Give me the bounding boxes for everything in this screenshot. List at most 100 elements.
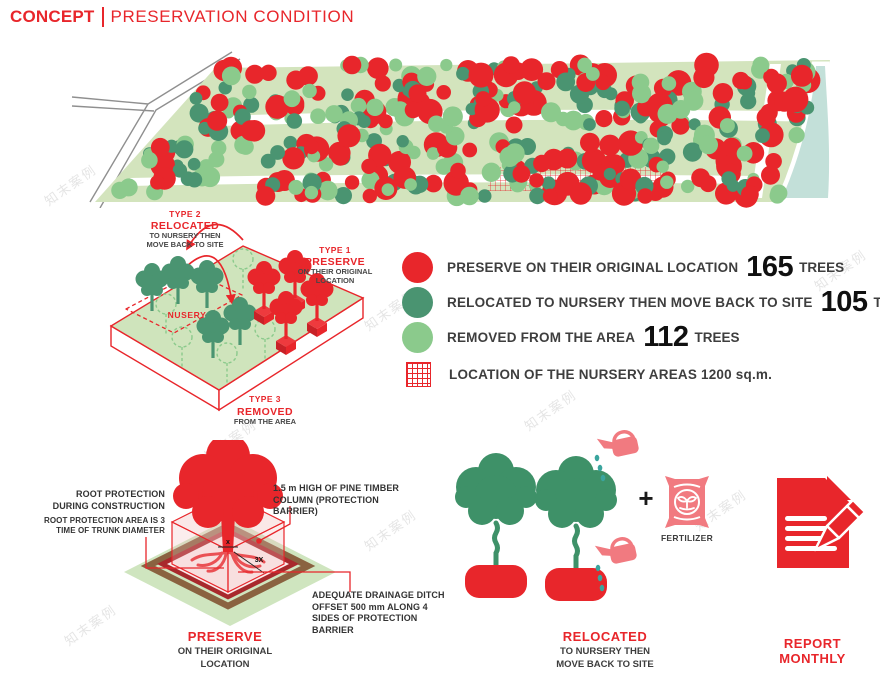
tree-dot	[790, 64, 813, 87]
watering-can-icon	[594, 427, 642, 462]
tree-dot	[175, 140, 194, 159]
plus-sign: +	[638, 483, 653, 513]
tree-dot	[505, 116, 523, 134]
tree-dot	[765, 153, 782, 170]
tree-dot	[318, 180, 338, 201]
tree-dot	[475, 91, 491, 107]
tree-dot	[603, 167, 616, 181]
tree-dot	[334, 187, 352, 205]
removed-swatch	[402, 321, 433, 353]
tree-dot	[529, 173, 544, 188]
tree-dot	[477, 189, 492, 203]
tree-dot	[442, 106, 463, 127]
tree-dot	[726, 179, 740, 192]
tree-dot	[468, 62, 494, 88]
nursery-grid-icon	[406, 361, 431, 387]
tree-dot	[614, 100, 630, 117]
legend-label: RELOCATED TO NURSERY THEN MOVE BACK TO S…	[447, 294, 813, 310]
tree-dot	[533, 154, 551, 173]
legend-item-preserve: PRESERVE ON THEIR ORIGINAL LOCATION 165 …	[402, 250, 880, 284]
tree-dot	[404, 101, 422, 119]
type2-name: RELOCATED	[151, 220, 219, 232]
tree-dot	[537, 72, 556, 91]
tree-dot	[595, 74, 611, 91]
tree-dot	[585, 67, 600, 81]
tree-dot	[318, 157, 334, 172]
tree-dot	[286, 70, 306, 90]
relocated-caption-title: RELOCATED	[562, 629, 648, 644]
fertilizer-label: FERTILIZER	[660, 533, 714, 543]
tree-dot	[330, 146, 351, 166]
preserve-swatch	[402, 251, 433, 283]
report-document-icon	[777, 476, 867, 568]
tree-dot	[595, 110, 613, 128]
tree-dot	[682, 142, 703, 162]
preserve-caption-line: ON THEIR ORIGINAL	[177, 646, 273, 657]
tree-dot	[221, 66, 241, 86]
tree-dot	[389, 58, 403, 72]
trunk-dim-label: x	[226, 539, 230, 546]
relocated-swatch	[402, 286, 433, 318]
tree-dot	[242, 84, 257, 100]
tree-dot	[111, 181, 129, 199]
type2-line2: MOVE BACK TO SITE	[147, 240, 224, 249]
tree-dot	[260, 153, 276, 169]
tree-dot	[302, 83, 317, 99]
tree-dot	[712, 83, 734, 104]
legend-value: 105	[820, 285, 868, 318]
tree-dot	[599, 134, 621, 156]
tree-dot	[761, 165, 780, 185]
leader-lines	[145, 506, 351, 592]
tree-dot	[719, 118, 735, 134]
tree-pot	[545, 568, 607, 601]
tree-dot	[529, 187, 546, 205]
title-concept: CONCEPT	[10, 7, 95, 26]
tree-dot	[504, 143, 525, 164]
tree-dot	[198, 121, 212, 135]
tree-dot	[342, 55, 362, 75]
site-plan-dots	[111, 52, 821, 208]
page-title: CONCEPT PRESERVATION CONDITION	[10, 7, 354, 27]
tree-dot	[288, 179, 304, 195]
document-fold	[827, 476, 851, 500]
tree-dot	[657, 131, 672, 146]
tree-dot	[270, 145, 285, 160]
tree-dot	[141, 151, 158, 169]
tree-dot	[260, 64, 277, 81]
annotation-timber-column: 1.5 m HIGH OF PINE TIMBER COLUMN (PROTEC…	[273, 483, 400, 517]
tree-dot	[428, 115, 445, 133]
legend-item-removed: REMOVED FROM THE AREA 112 TREES	[402, 320, 880, 354]
tree-dot	[631, 73, 650, 92]
tree-dot	[556, 72, 576, 92]
tree-dot	[671, 116, 690, 135]
tree-dot	[255, 186, 276, 206]
legend-item-relocated: RELOCATED TO NURSERY THEN MOVE BACK TO S…	[402, 285, 880, 319]
tree-dot	[189, 92, 203, 105]
tree-dot	[243, 96, 260, 113]
tree-dot	[440, 58, 453, 72]
tree-dot	[304, 139, 319, 155]
tree-dot	[180, 171, 196, 186]
tree-dot	[350, 97, 367, 114]
tree-dot	[769, 188, 786, 204]
tree-dot	[381, 183, 395, 196]
tree-dot	[661, 76, 677, 91]
relocate-arrow	[186, 223, 244, 251]
root-dim-label: 3X	[255, 557, 264, 564]
watering-can-icon	[592, 534, 640, 569]
tree-dot	[396, 135, 409, 148]
tree-dot	[542, 188, 558, 204]
tree-dot	[683, 90, 704, 111]
tree-dot	[508, 101, 521, 114]
tree-dot	[502, 56, 520, 74]
tree-dot	[344, 175, 360, 190]
tree-dot	[341, 88, 354, 101]
tree-dot	[637, 188, 653, 204]
tree-dot	[520, 58, 544, 81]
iso-type-diagram: TYPE 2 RELOCATED TO NURSERY THEN MOVE BA…	[109, 209, 373, 426]
tree-dot	[374, 75, 391, 92]
relocated-detail-diagram: +	[450, 427, 709, 601]
preserve-caption: PRESERVE ON THEIR ORIGINAL LOCATION	[145, 629, 305, 672]
type1-line1: ON THEIR ORIGINAL	[298, 267, 373, 276]
